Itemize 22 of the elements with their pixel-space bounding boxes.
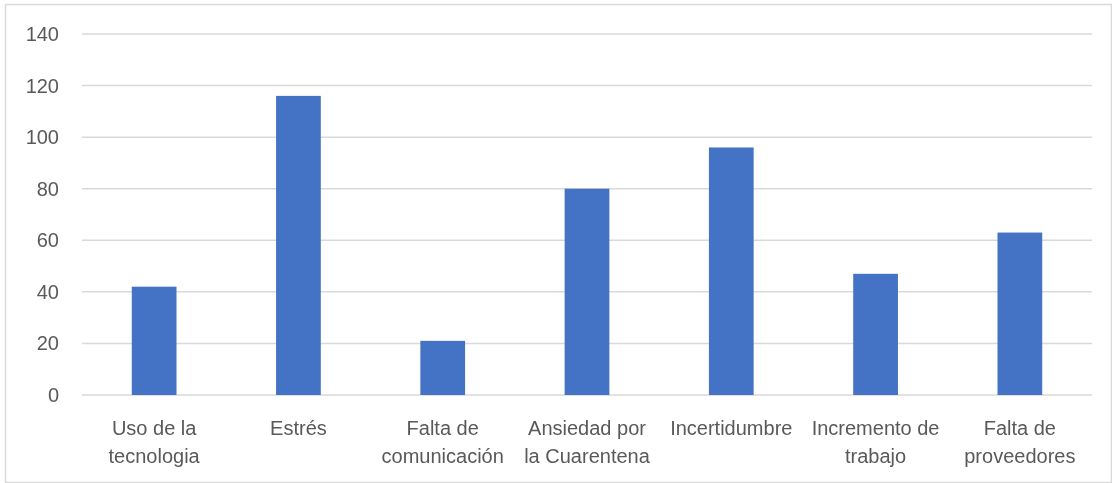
y-tick-label: 60	[36, 229, 59, 252]
x-tick-label: Falta de proveedores	[964, 417, 1076, 467]
y-tick-label: 80	[36, 177, 59, 200]
bar	[853, 273, 898, 395]
y-tick-label: 100	[25, 126, 59, 149]
bar	[420, 340, 466, 395]
y-tick-label: 140	[25, 23, 59, 45]
bar	[564, 188, 610, 395]
bar	[708, 147, 754, 395]
y-tick-label: 0	[47, 384, 59, 406]
x-tick-label: Estrés	[270, 417, 327, 439]
x-tick-label: Falta de comunicación	[381, 417, 504, 467]
bar	[997, 232, 1043, 395]
bar	[276, 95, 321, 395]
x-tick-label: Ansiedad por la Cuarentena	[524, 417, 651, 467]
x-tick-label: Incremento de trabajo	[811, 417, 940, 467]
bar	[131, 286, 177, 395]
y-tick-label: 20	[36, 332, 59, 355]
x-tick-label: Incertidumbre	[670, 417, 793, 439]
y-tick-label: 40	[36, 280, 59, 303]
x-tick-label: Uso de la tecnologia	[108, 417, 201, 467]
y-tick-label: 120	[25, 74, 59, 97]
